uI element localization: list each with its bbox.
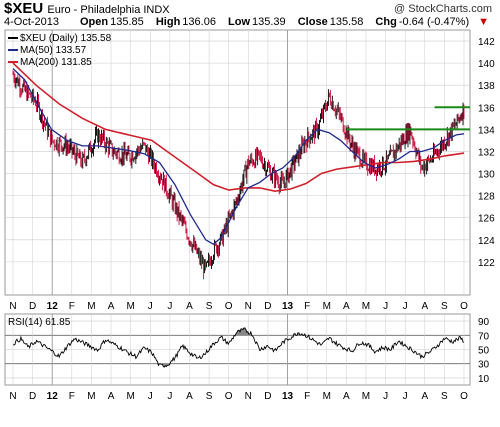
rsi-tick-label: 70 bbox=[478, 331, 490, 342]
rsi-x-tick-label: D bbox=[29, 391, 36, 402]
price-tick-label: 136 bbox=[478, 103, 495, 114]
close-label: Close bbox=[297, 16, 328, 28]
price-tick-label: 142 bbox=[478, 37, 495, 48]
price-x-tick-label: M bbox=[323, 301, 331, 312]
legend-ma200: MA(200) 131.85 bbox=[8, 57, 92, 68]
price-tick-label: 130 bbox=[478, 170, 495, 181]
rsi-x-tick-label: 13 bbox=[282, 391, 294, 402]
legend-main-label: $XEU (Daily) 135.58 bbox=[20, 33, 112, 44]
price-tick-label: 138 bbox=[478, 81, 495, 92]
rsi-x-tick-label: S bbox=[441, 391, 448, 402]
chg-value: -0.64 (-0.47%) bbox=[398, 16, 470, 28]
legend-ma50: MA(50) 133.57 bbox=[8, 45, 86, 56]
price-x-tick-label: N bbox=[9, 301, 16, 312]
low-value: 135.39 bbox=[252, 16, 286, 28]
rsi-x-tick-label: N bbox=[9, 391, 16, 402]
rsi-tick-label: 30 bbox=[478, 360, 490, 371]
price-panel-frame bbox=[4, 29, 471, 296]
price-x-tick-label: F bbox=[304, 301, 310, 312]
ma50-line bbox=[12, 68, 465, 245]
symbol-text: $XEU bbox=[4, 0, 44, 17]
rsi-x-tick-label: A bbox=[186, 391, 193, 402]
high-value: 136.06 bbox=[182, 16, 216, 28]
price-x-tick-label: N bbox=[245, 301, 252, 312]
rsi-x-tick-label: N bbox=[245, 391, 252, 402]
price-x-tick-label: S bbox=[441, 301, 448, 312]
rsi-x-tick-label: D bbox=[264, 391, 271, 402]
price-x-tick-label: A bbox=[186, 301, 193, 312]
rsi-x-tick-label: M bbox=[126, 391, 134, 402]
rsi-x-tick-label: A bbox=[421, 391, 428, 402]
price-x-tick-label: J bbox=[148, 301, 153, 312]
rsi-x-tick-label: J bbox=[403, 391, 408, 402]
rsi-x-tick-label: A bbox=[108, 391, 115, 402]
price-x-tick-label: O bbox=[460, 301, 468, 312]
price-x-tick-label: J bbox=[403, 301, 408, 312]
date-label: 4-Oct-2013 bbox=[4, 16, 60, 28]
rsi-x-tick-label: A bbox=[343, 391, 350, 402]
price-x-tick-label: 12 bbox=[47, 301, 59, 312]
ohlc-readout: Open 135.85 High 136.06 Low 135.39 Close 135… bbox=[80, 16, 498, 28]
price-tick-label: 132 bbox=[478, 147, 495, 158]
rsi-tick-label: 10 bbox=[478, 374, 490, 385]
down-arrow-icon: ▼ bbox=[478, 16, 490, 28]
rsi-x-tick-label: S bbox=[206, 391, 213, 402]
rsi-x-tick-label: J bbox=[148, 391, 153, 402]
rsi-x-tick-label: J bbox=[167, 391, 172, 402]
ma200-line bbox=[12, 62, 465, 193]
rsi-x-tick-label: F bbox=[69, 391, 75, 402]
symbol-title: $XEU Euro - Philadelphia INDX bbox=[4, 0, 170, 17]
legend-rsi-label: RSI(14) 61.85 bbox=[8, 317, 71, 328]
rsi-x-tick-label: 12 bbox=[47, 391, 59, 402]
price-tick-label: 124 bbox=[478, 236, 495, 247]
rsi-tick-label: 50 bbox=[478, 346, 490, 357]
price-tick-label: 122 bbox=[478, 258, 495, 269]
rsi-x-tick-label: M bbox=[87, 391, 95, 402]
price-x-tick-label: A bbox=[343, 301, 350, 312]
ma200-swatch bbox=[8, 61, 18, 64]
price-tick-label: 134 bbox=[478, 125, 495, 136]
rsi-x-tick-label: O bbox=[460, 391, 468, 402]
legend-rsi: RSI(14) 61.85 bbox=[8, 317, 70, 328]
close-value: 135.58 bbox=[329, 16, 364, 28]
legend-ma200-label: MA(200) 131.85 bbox=[20, 57, 92, 68]
rsi-x-tick-label: J bbox=[383, 391, 388, 402]
price-x-tick-label: M bbox=[126, 301, 134, 312]
price-x-tick-label: F bbox=[69, 301, 75, 312]
rsi-x-tick-label: M bbox=[323, 391, 331, 402]
legend-ma50-label: MA(50) 133.57 bbox=[20, 45, 87, 56]
rsi-x-tick-label: F bbox=[304, 391, 310, 402]
rsi-line bbox=[13, 327, 465, 368]
price-x-tick-label: 13 bbox=[282, 301, 294, 312]
ma50-swatch bbox=[8, 49, 18, 52]
price-x-tick-label: M bbox=[87, 301, 95, 312]
watermark: @ StockCharts.com bbox=[394, 3, 492, 15]
rsi-x-tick-label: M bbox=[362, 391, 370, 402]
open-value: 135.85 bbox=[110, 16, 144, 28]
price-tick-label: 128 bbox=[478, 192, 495, 203]
price-x-tick-label: S bbox=[206, 301, 213, 312]
price-x-tick-label: A bbox=[108, 301, 115, 312]
price-x-tick-label: D bbox=[29, 301, 36, 312]
price-tick-label: 126 bbox=[478, 214, 495, 225]
price-x-tick-label: J bbox=[383, 301, 388, 312]
price-tick-label: 140 bbox=[478, 59, 495, 70]
price-x-tick-label: O bbox=[225, 301, 233, 312]
chg-label: Chg bbox=[375, 16, 397, 28]
price-x-tick-label: M bbox=[362, 301, 370, 312]
ohlc-swatch bbox=[8, 37, 18, 40]
legend-main: $XEU (Daily) 135.58 bbox=[8, 33, 111, 44]
price-x-tick-label: J bbox=[167, 301, 172, 312]
open-label: Open bbox=[80, 16, 109, 28]
symbol-name: Euro - Philadelphia INDX bbox=[47, 4, 170, 16]
low-label: Low bbox=[228, 16, 251, 28]
rsi-tick-label: 90 bbox=[478, 317, 490, 328]
price-x-tick-label: A bbox=[421, 301, 428, 312]
rsi-x-tick-label: O bbox=[225, 391, 233, 402]
price-x-tick-label: D bbox=[264, 301, 271, 312]
high-label: High bbox=[155, 16, 181, 28]
